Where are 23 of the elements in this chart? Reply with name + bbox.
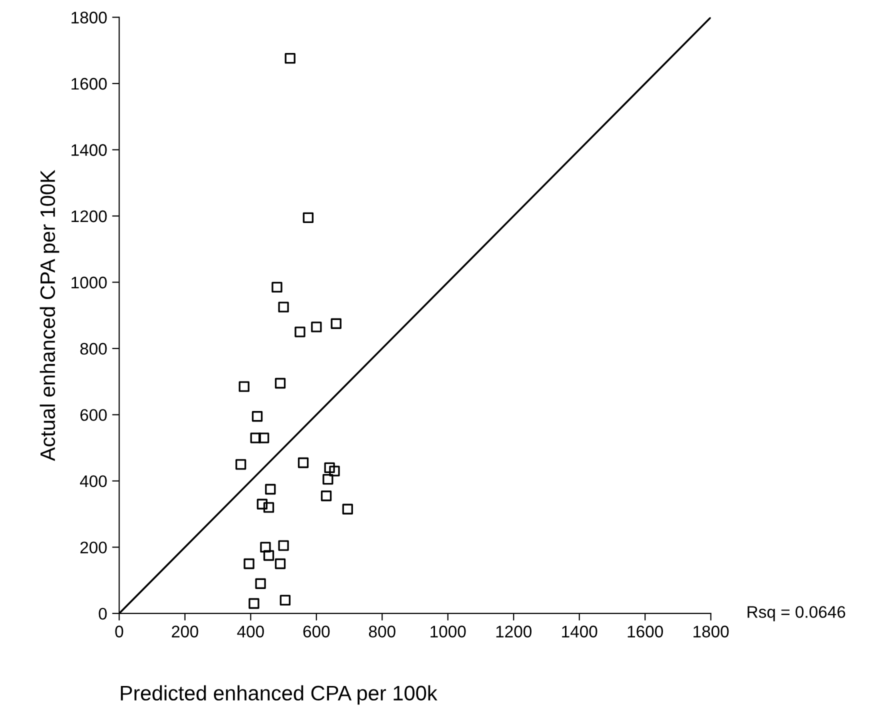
x-tick-label: 1600: [628, 626, 663, 638]
y-tick-label: 1600: [72, 78, 107, 90]
x-tick-label: 400: [237, 626, 264, 638]
y-tick-label: 1000: [72, 276, 107, 288]
x-tick-label: 1200: [496, 626, 532, 638]
x-tick-label: 200: [172, 626, 198, 638]
x-tick-label: 1400: [562, 626, 598, 638]
x-tick-label: 1000: [430, 626, 466, 638]
x-tick-label: 800: [368, 626, 396, 638]
y-axis-title: Actual enhanced CPA per 100K: [40, 170, 60, 462]
y-tick-label: 600: [80, 409, 107, 421]
y-tick-label: 200: [80, 542, 107, 554]
x-tick-label: 600: [303, 626, 330, 638]
y-tick-label: 1800: [72, 12, 107, 24]
y-tick-label: 1400: [72, 144, 107, 156]
x-tick-label: 0: [115, 626, 124, 638]
text: Rsq = 0.0646: [748, 606, 846, 622]
y-tick-label: 1200: [72, 210, 107, 222]
y-tick-label: 400: [80, 475, 107, 488]
y-tick-label: 0: [98, 608, 107, 620]
x-tick-label: 1800: [694, 626, 729, 638]
x-axis-title: Predicted enhanced CPA per 100k: [120, 685, 438, 705]
y-tick-label: 800: [80, 342, 107, 355]
